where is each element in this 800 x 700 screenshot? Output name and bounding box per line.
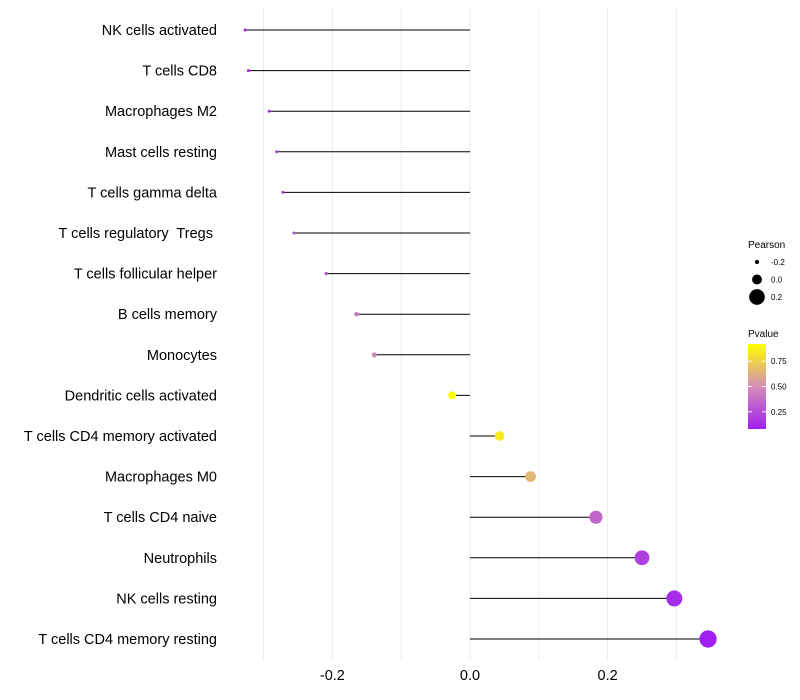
lollipop-point — [281, 190, 285, 194]
lollipop-point — [371, 352, 377, 358]
lollipop-point — [634, 550, 650, 566]
lollipop-point — [589, 510, 603, 524]
y-category-label: T cells CD8 — [142, 64, 217, 80]
pearson-legend-dot — [754, 259, 760, 265]
x-axis-ticks: -0.2 0.0 0.2 — [320, 668, 618, 684]
y-category-label: T cells CD4 naive — [104, 510, 217, 526]
lollipop-point — [267, 109, 271, 113]
grid-layer — [263, 8, 677, 660]
pearson-legend-label: -0.2 — [771, 258, 785, 267]
x-tick-label: 0.0 — [460, 668, 480, 684]
y-category-label: Neutrophils — [144, 551, 217, 567]
y-category-label: T cells gamma delta — [88, 185, 218, 201]
lollipop-point — [246, 69, 250, 73]
pvalue-legend-label: 0.75 — [771, 357, 787, 366]
pvalue-color-legend: Pvalue 0.75 0.50 0.25 — [748, 329, 787, 429]
lollipop-point — [275, 150, 279, 154]
y-category-label: T cells CD4 memory resting — [38, 632, 217, 648]
stem-layer — [245, 29, 709, 640]
lollipop-point — [324, 271, 328, 276]
y-category-label: Dendritic cells activated — [65, 388, 217, 404]
dot-layer — [243, 28, 717, 648]
pvalue-legend-title: Pvalue — [748, 329, 779, 340]
y-category-label: NK cells resting — [116, 591, 217, 607]
y-category-label: Macrophages M2 — [105, 104, 217, 120]
y-category-label: T cells regulatory Tregs — [59, 226, 218, 242]
lollipop-point — [699, 630, 717, 648]
y-category-label: Mast cells resting — [105, 145, 217, 161]
pearson-legend-title: Pearson — [748, 240, 785, 251]
x-tick-label: 0.2 — [598, 668, 618, 684]
lollipop-point — [292, 231, 296, 235]
y-category-label: T cells follicular helper — [74, 267, 217, 283]
y-category-label: B cells memory — [118, 307, 218, 323]
y-axis-labels: NK cells activated T cells CD8 Macrophages… — [24, 23, 218, 648]
y-category-label: NK cells activated — [102, 23, 217, 39]
y-category-label: Macrophages M0 — [105, 470, 217, 486]
pearson-legend-dot — [752, 274, 762, 285]
pearson-legend-label: 0.0 — [771, 276, 783, 285]
pearson-size-legend: Pearson -0.2 0.0 0.2 — [748, 240, 785, 305]
pvalue-legend-label: 0.25 — [771, 408, 787, 417]
lollipop-point — [525, 471, 536, 482]
pearson-legend-label: 0.2 — [771, 293, 783, 302]
lollipop-point — [666, 590, 683, 607]
pvalue-legend-label: 0.50 — [771, 383, 787, 392]
y-category-label: T cells CD4 memory activated — [24, 429, 217, 445]
lollipop-point — [448, 391, 457, 400]
lollipop-point — [494, 431, 505, 441]
y-category-label: Monocytes — [147, 348, 217, 364]
lollipop-point — [243, 28, 247, 32]
x-tick-label: -0.2 — [320, 668, 345, 684]
pearson-legend-dot — [749, 289, 765, 305]
lollipop-point — [354, 311, 359, 317]
pvalue-colorbar — [748, 344, 766, 429]
